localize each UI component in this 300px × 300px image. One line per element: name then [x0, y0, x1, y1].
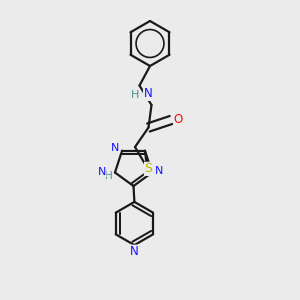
- Text: S: S: [145, 162, 152, 176]
- Text: N: N: [98, 167, 106, 177]
- Text: O: O: [174, 113, 183, 126]
- Text: N: N: [143, 87, 152, 101]
- Text: N: N: [130, 245, 139, 258]
- Text: H: H: [105, 171, 112, 181]
- Text: N: N: [111, 143, 120, 153]
- Text: N: N: [155, 166, 164, 176]
- Text: H: H: [130, 90, 139, 100]
